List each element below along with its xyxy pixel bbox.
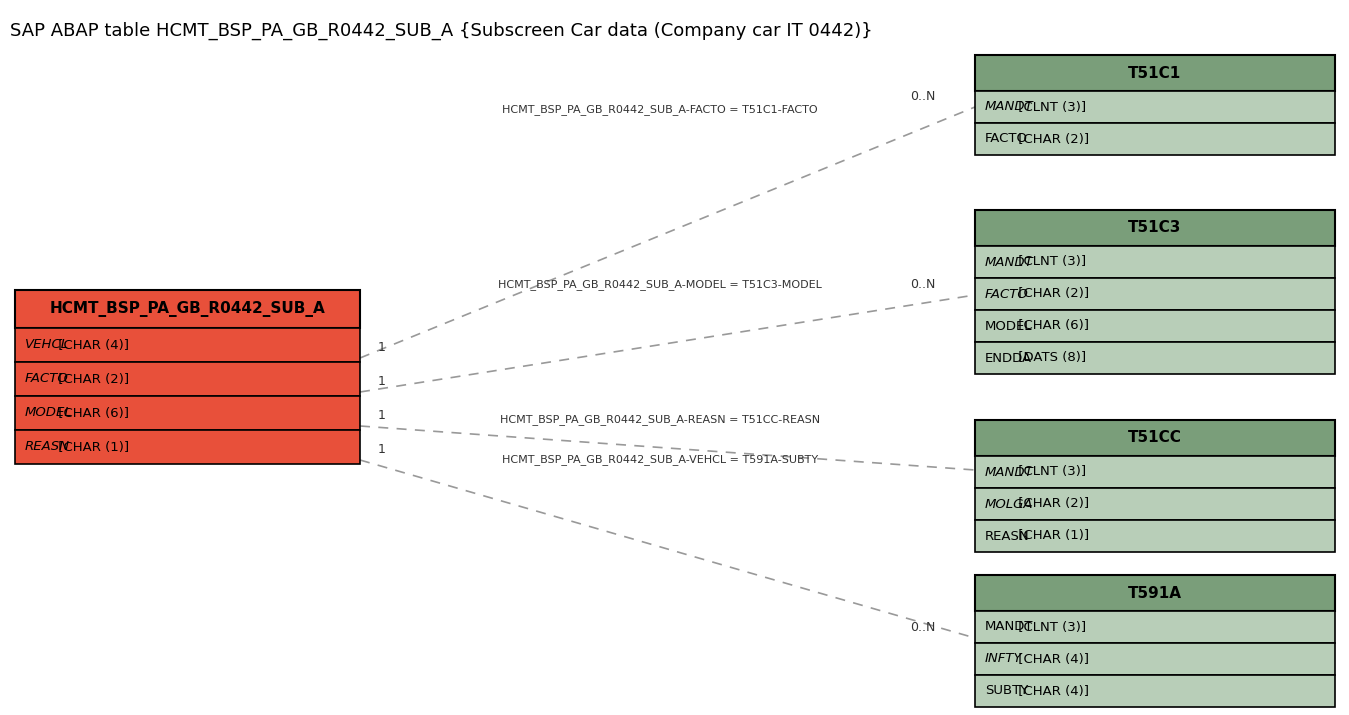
Text: [CLNT (3)]: [CLNT (3)] xyxy=(1014,621,1086,633)
Text: [CLNT (3)]: [CLNT (3)] xyxy=(1014,255,1086,269)
Bar xyxy=(975,91,1336,123)
Text: 0..N: 0..N xyxy=(911,278,935,291)
Text: HCMT_BSP_PA_GB_R0442_SUB_A-FACTO = T51C1-FACTO: HCMT_BSP_PA_GB_R0442_SUB_A-FACTO = T51C1… xyxy=(502,104,817,115)
Bar xyxy=(975,520,1336,552)
Bar xyxy=(975,210,1336,246)
Bar xyxy=(975,246,1336,278)
Text: [CHAR (4)]: [CHAR (4)] xyxy=(54,338,130,352)
Text: 0..N: 0..N xyxy=(911,90,935,103)
Bar xyxy=(975,575,1336,611)
Text: INFTY: INFTY xyxy=(985,653,1023,666)
Bar xyxy=(975,675,1336,707)
Bar xyxy=(975,488,1336,520)
Bar xyxy=(15,290,360,328)
Text: [CHAR (4)]: [CHAR (4)] xyxy=(1014,684,1090,698)
Text: REASN: REASN xyxy=(985,530,1029,543)
Text: [CHAR (2)]: [CHAR (2)] xyxy=(54,373,130,385)
Text: HCMT_BSP_PA_GB_R0442_SUB_A-VEHCL = T591A-SUBTY: HCMT_BSP_PA_GB_R0442_SUB_A-VEHCL = T591A… xyxy=(502,454,817,465)
Text: 0..N: 0..N xyxy=(911,621,935,634)
Text: [CHAR (1)]: [CHAR (1)] xyxy=(54,440,130,453)
Text: MANDT: MANDT xyxy=(985,621,1033,633)
Text: [CHAR (2)]: [CHAR (2)] xyxy=(1014,132,1090,145)
Bar xyxy=(975,643,1336,675)
Text: SUBTY: SUBTY xyxy=(985,684,1028,698)
Bar xyxy=(975,55,1336,91)
Text: FACTO: FACTO xyxy=(985,287,1029,300)
Bar xyxy=(15,430,360,464)
Bar xyxy=(975,310,1336,342)
Bar xyxy=(975,456,1336,488)
Text: [CHAR (6)]: [CHAR (6)] xyxy=(1014,320,1090,332)
Text: SAP ABAP table HCMT_BSP_PA_GB_R0442_SUB_A {Subscreen Car data (Company car IT 04: SAP ABAP table HCMT_BSP_PA_GB_R0442_SUB_… xyxy=(9,22,873,40)
Bar xyxy=(975,278,1336,310)
Text: HCMT_BSP_PA_GB_R0442_SUB_A-MODEL = T51C3-MODEL: HCMT_BSP_PA_GB_R0442_SUB_A-MODEL = T51C3… xyxy=(498,279,822,290)
Text: VEHCL: VEHCL xyxy=(26,338,69,352)
Bar xyxy=(975,420,1336,456)
Text: T591A: T591A xyxy=(1128,586,1182,601)
Text: ENDDA: ENDDA xyxy=(985,352,1032,365)
Text: FACTO: FACTO xyxy=(26,373,69,385)
Bar xyxy=(15,328,360,362)
Text: [CLNT (3)]: [CLNT (3)] xyxy=(1014,101,1086,114)
Text: [CHAR (2)]: [CHAR (2)] xyxy=(1014,498,1090,511)
Text: 1: 1 xyxy=(378,341,386,354)
Text: T51CC: T51CC xyxy=(1128,430,1182,445)
Text: 1: 1 xyxy=(378,443,386,456)
Text: 1: 1 xyxy=(378,409,386,422)
Text: MODEL: MODEL xyxy=(985,320,1032,332)
Text: HCMT_BSP_PA_GB_R0442_SUB_A: HCMT_BSP_PA_GB_R0442_SUB_A xyxy=(50,301,325,317)
Text: T51C3: T51C3 xyxy=(1128,220,1182,235)
Text: [CHAR (2)]: [CHAR (2)] xyxy=(1014,287,1090,300)
Bar xyxy=(975,123,1336,155)
Text: [CHAR (6)]: [CHAR (6)] xyxy=(54,407,130,420)
Text: FACTO: FACTO xyxy=(985,132,1028,145)
Text: [CHAR (1)]: [CHAR (1)] xyxy=(1014,530,1090,543)
Text: MOLGA: MOLGA xyxy=(985,498,1033,511)
Bar xyxy=(15,362,360,396)
Text: HCMT_BSP_PA_GB_R0442_SUB_A-REASN = T51CC-REASN: HCMT_BSP_PA_GB_R0442_SUB_A-REASN = T51CC… xyxy=(500,414,820,425)
Text: MODEL: MODEL xyxy=(26,407,73,420)
Bar xyxy=(975,611,1336,643)
Text: [DATS (8)]: [DATS (8)] xyxy=(1014,352,1086,365)
Text: MANDT: MANDT xyxy=(985,465,1033,478)
Text: T51C1: T51C1 xyxy=(1128,66,1182,81)
Text: REASN: REASN xyxy=(26,440,70,453)
Text: [CLNT (3)]: [CLNT (3)] xyxy=(1014,465,1086,478)
Text: 1: 1 xyxy=(378,375,386,388)
Bar xyxy=(975,342,1336,374)
Bar xyxy=(15,396,360,430)
Text: MANDT: MANDT xyxy=(985,101,1033,114)
Text: MANDT: MANDT xyxy=(985,255,1033,269)
Text: [CHAR (4)]: [CHAR (4)] xyxy=(1014,653,1090,666)
